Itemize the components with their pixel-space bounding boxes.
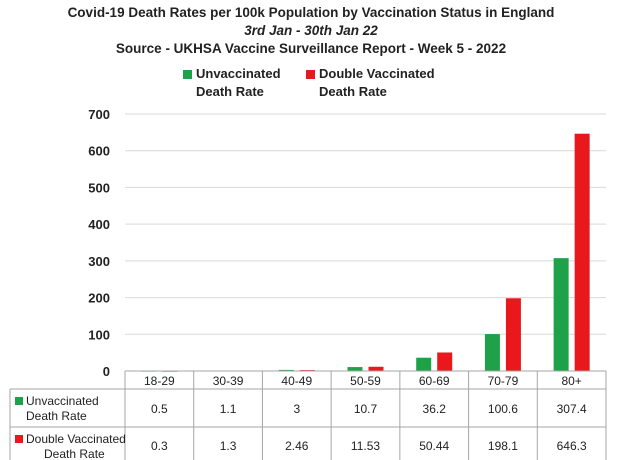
x-tick-label-50-59: 50-59 [350, 374, 381, 388]
y-tick-label-0: 0 [103, 364, 110, 379]
legend-item-unvaccinated: Unvaccinated Death Rate [183, 66, 303, 102]
chart-source: Source - UKHSA Vaccine Surveillance Repo… [115, 41, 507, 56]
table-legend-key-double-vaccinated [15, 435, 23, 443]
chart-subtitle: 3rd Jan - 30th Jan 22 [244, 23, 378, 38]
y-tick-label-200: 200 [88, 291, 110, 306]
y-tick-label-400: 400 [88, 217, 110, 232]
bar-double-vaccinated-80+ [574, 133, 590, 371]
x-tick-label-40-49: 40-49 [281, 374, 312, 388]
bar-double-vaccinated-70-79 [505, 298, 521, 371]
bar-unvaccinated-60-69 [416, 357, 432, 371]
x-tick-label-80+: 80+ [561, 374, 581, 388]
bar-unvaccinated-50-59 [347, 367, 363, 371]
y-tick-label-600: 600 [88, 144, 110, 159]
bar-unvaccinated-80+ [553, 258, 569, 371]
table-row-header-double-vaccinated-line1: Double Vaccinated [26, 432, 126, 446]
legend-label-double-vaccinated-line2: Death Rate [319, 84, 387, 99]
data-label-unvaccinated-60-69: 36.2 [423, 402, 447, 416]
x-tick-label-70-79: 70-79 [488, 374, 519, 388]
data-label-unvaccinated-40-49: 3 [293, 402, 300, 416]
x-tick-label-30-39: 30-39 [213, 374, 244, 388]
bar-unvaccinated-40-49 [278, 369, 294, 371]
table-row-header-unvaccinated-line2: Death Rate [26, 409, 87, 423]
legend-swatch-unvaccinated [183, 70, 192, 79]
x-tick-label-18-29: 18-29 [144, 374, 175, 388]
legend-item-double-vaccinated: Double Vaccinated Death Rate [306, 66, 446, 102]
table-row-header-double-vaccinated-line2: Death Rate [44, 447, 105, 460]
chart-title: Covid-19 Death Rates per 100k Population… [67, 5, 555, 20]
data-label-double-vaccinated-50-59: 11.53 [351, 439, 380, 453]
bar-double-vaccinated-50-59 [368, 366, 384, 371]
y-tick-label-100: 100 [88, 327, 110, 342]
legend-label-unvaccinated-line1: Unvaccinated [196, 66, 281, 81]
data-label-double-vaccinated-18-29: 0.3 [151, 439, 168, 453]
table-legend-key-unvaccinated [15, 397, 23, 405]
legend-swatch-double-vaccinated [306, 70, 315, 79]
legend-label-double-vaccinated-line1: Double Vaccinated [319, 66, 435, 81]
table-row-header-unvaccinated-line1: Unvaccinated [26, 394, 99, 408]
x-tick-label-60-69: 60-69 [419, 374, 450, 388]
data-label-double-vaccinated-30-39: 1.3 [220, 439, 237, 453]
y-tick-label-500: 500 [88, 180, 110, 195]
bar-double-vaccinated-60-69 [437, 352, 453, 371]
data-label-unvaccinated-80+: 307.4 [557, 402, 587, 416]
data-label-unvaccinated-50-59: 10.7 [354, 402, 378, 416]
data-label-double-vaccinated-70-79: 198.1 [488, 439, 518, 453]
y-tick-label-300: 300 [88, 254, 110, 269]
chart-title-block: Covid-19 Death Rates per 100k Population… [0, 4, 622, 58]
y-tick-label-700: 700 [88, 107, 110, 122]
data-label-double-vaccinated-40-49: 2.46 [285, 439, 309, 453]
data-label-double-vaccinated-80+: 646.3 [557, 439, 587, 453]
data-label-unvaccinated-70-79: 100.6 [488, 402, 518, 416]
legend-label-unvaccinated-line2: Death Rate [196, 84, 264, 99]
data-label-unvaccinated-30-39: 1.1 [220, 402, 237, 416]
bar-unvaccinated-70-79 [484, 334, 500, 371]
data-label-unvaccinated-18-29: 0.5 [151, 402, 168, 416]
data-label-double-vaccinated-60-69: 50.44 [419, 439, 449, 453]
